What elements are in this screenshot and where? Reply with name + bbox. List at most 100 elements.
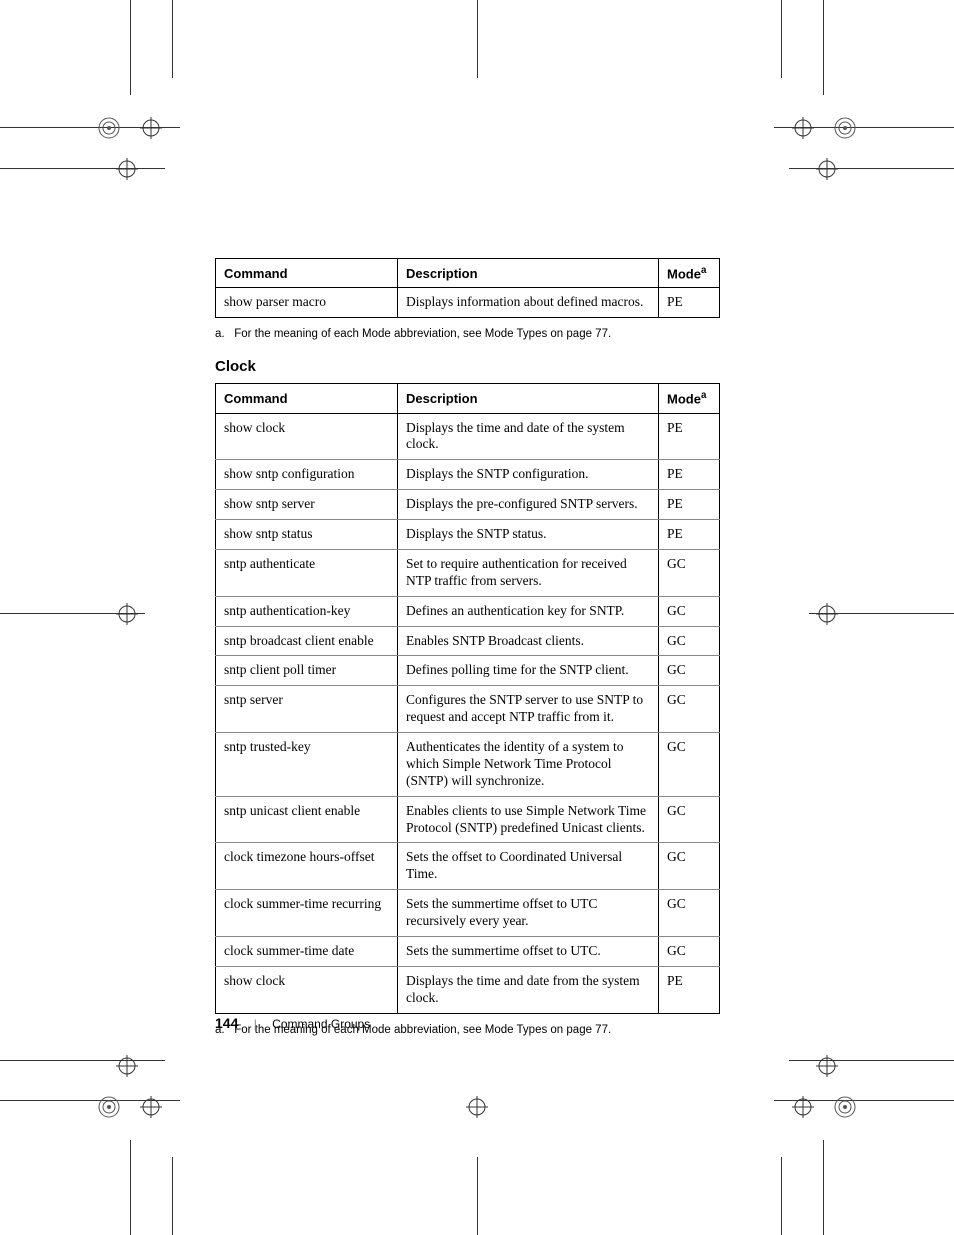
register-mark-icon: [834, 117, 856, 139]
crop-line: [130, 0, 131, 95]
cell-description: Displays the SNTP configuration.: [398, 460, 659, 490]
cell-description: Set to require authentication for receiv…: [398, 549, 659, 596]
cell-mode: PE: [659, 966, 720, 1013]
crop-line: [130, 1140, 131, 1235]
cell-mode: GC: [659, 890, 720, 937]
cell-mode: PE: [659, 520, 720, 550]
table-row: show sntp serverDisplays the pre-configu…: [216, 490, 720, 520]
crop-line: [823, 0, 824, 95]
cell-mode: GC: [659, 549, 720, 596]
cell-description: Displays the time and date from the syst…: [398, 966, 659, 1013]
table-row: sntp client poll timerDefines polling ti…: [216, 656, 720, 686]
cell-command: sntp trusted-key: [216, 733, 398, 797]
cell-command: clock summer-time date: [216, 936, 398, 966]
crop-line: [172, 1157, 173, 1235]
section-heading-clock: Clock: [215, 358, 720, 375]
cell-description: Defines polling time for the SNTP client…: [398, 656, 659, 686]
register-mark-icon: [834, 1096, 856, 1118]
cell-command: clock summer-time recurring: [216, 890, 398, 937]
crop-line: [477, 0, 478, 78]
crop-line: [789, 1060, 954, 1061]
cell-mode: GC: [659, 936, 720, 966]
col-header-mode: Modea: [659, 259, 720, 288]
cell-command: sntp unicast client enable: [216, 796, 398, 843]
cell-command: show sntp configuration: [216, 460, 398, 490]
table-row: show sntp statusDisplays the SNTP status…: [216, 520, 720, 550]
crosshair-icon: [816, 603, 838, 625]
cell-mode: PE: [659, 490, 720, 520]
cell-command: show sntp server: [216, 490, 398, 520]
cell-description: Defines an authentication key for SNTP.: [398, 596, 659, 626]
cell-mode: GC: [659, 796, 720, 843]
crosshair-icon: [116, 1055, 138, 1077]
cell-command: sntp authenticate: [216, 549, 398, 596]
command-table-1: Command Description Modea show parser ma…: [215, 258, 720, 318]
table-header-row: Command Description Modea: [216, 384, 720, 413]
register-mark-icon: [98, 117, 120, 139]
cell-command: sntp client poll timer: [216, 656, 398, 686]
crosshair-icon: [140, 117, 162, 139]
crop-line: [0, 1060, 165, 1061]
cell-mode: GC: [659, 626, 720, 656]
cell-mode: GC: [659, 656, 720, 686]
table-row: clock summer-time dateSets the summertim…: [216, 936, 720, 966]
cell-command: sntp server: [216, 686, 398, 733]
crop-line: [789, 168, 954, 169]
register-mark-icon: [98, 1096, 120, 1118]
table-header-row: Command Description Modea: [216, 259, 720, 288]
cell-description: Enables clients to use Simple Network Ti…: [398, 796, 659, 843]
cell-mode: GC: [659, 843, 720, 890]
crop-line: [781, 1157, 782, 1235]
col-header-description: Description: [398, 259, 659, 288]
crop-line: [0, 168, 165, 169]
table-row: show clockDisplays the time and date of …: [216, 413, 720, 460]
cell-command: show clock: [216, 966, 398, 1013]
table-row: clock timezone hours-offsetSets the offs…: [216, 843, 720, 890]
table-row: show parser macroDisplays information ab…: [216, 288, 720, 318]
cell-description: Sets the summertime offset to UTC recurs…: [398, 890, 659, 937]
table-row: show sntp configurationDisplays the SNTP…: [216, 460, 720, 490]
table-row: sntp authentication-keyDefines an authen…: [216, 596, 720, 626]
col-header-command: Command: [216, 259, 398, 288]
table-row: show clockDisplays the time and date fro…: [216, 966, 720, 1013]
cell-command: clock timezone hours-offset: [216, 843, 398, 890]
table-row: sntp trusted-keyAuthenticates the identi…: [216, 733, 720, 797]
cell-description: Displays the time and date of the system…: [398, 413, 659, 460]
cell-description: Enables SNTP Broadcast clients.: [398, 626, 659, 656]
crosshair-icon: [792, 117, 814, 139]
cell-description: Sets the summertime offset to UTC.: [398, 936, 659, 966]
col-header-description: Description: [398, 384, 659, 413]
cell-description: Displays information about defined macro…: [398, 288, 659, 318]
page-number: 144: [215, 1015, 238, 1031]
cell-mode: GC: [659, 686, 720, 733]
footer-separator: |: [254, 1017, 257, 1031]
cell-command: show clock: [216, 413, 398, 460]
col-header-command: Command: [216, 384, 398, 413]
cell-mode: PE: [659, 460, 720, 490]
crosshair-icon: [140, 1096, 162, 1118]
crosshair-icon: [116, 158, 138, 180]
crosshair-icon: [116, 603, 138, 625]
cell-mode: GC: [659, 596, 720, 626]
crop-line: [781, 0, 782, 78]
crosshair-icon: [466, 1096, 488, 1118]
page-footer: 144 | Command Groups: [215, 1015, 370, 1031]
cell-command: sntp broadcast client enable: [216, 626, 398, 656]
footer-section: Command Groups: [272, 1017, 370, 1031]
crop-line: [172, 0, 173, 78]
crosshair-icon: [816, 1055, 838, 1077]
crosshair-icon: [816, 158, 838, 180]
cell-description: Displays the pre-configured SNTP servers…: [398, 490, 659, 520]
col-header-mode: Modea: [659, 384, 720, 413]
cell-description: Displays the SNTP status.: [398, 520, 659, 550]
cell-description: Sets the offset to Coordinated Universal…: [398, 843, 659, 890]
cell-mode: PE: [659, 413, 720, 460]
cell-command: show parser macro: [216, 288, 398, 318]
cell-description: Configures the SNTP server to use SNTP t…: [398, 686, 659, 733]
footnote-1: a. For the meaning of each Mode abbrevia…: [215, 328, 720, 340]
crosshair-icon: [792, 1096, 814, 1118]
table-row: clock summer-time recurringSets the summ…: [216, 890, 720, 937]
cell-command: show sntp status: [216, 520, 398, 550]
crop-line: [823, 1140, 824, 1235]
table-row: sntp unicast client enableEnables client…: [216, 796, 720, 843]
